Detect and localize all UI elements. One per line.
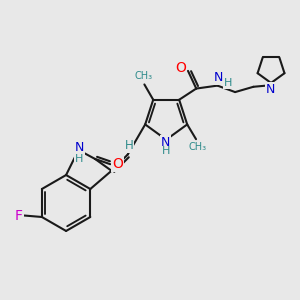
Text: N: N: [74, 141, 84, 154]
Text: CH₃: CH₃: [188, 142, 207, 152]
Text: N: N: [266, 83, 275, 96]
Text: H: H: [125, 139, 134, 152]
Text: F: F: [15, 208, 23, 223]
Text: H: H: [161, 146, 170, 157]
Text: O: O: [112, 157, 123, 171]
Text: H: H: [75, 154, 83, 164]
Text: H: H: [224, 78, 232, 88]
Text: CH₃: CH₃: [135, 71, 153, 81]
Text: O: O: [175, 61, 186, 75]
Text: N: N: [213, 71, 223, 84]
Text: N: N: [161, 136, 170, 148]
